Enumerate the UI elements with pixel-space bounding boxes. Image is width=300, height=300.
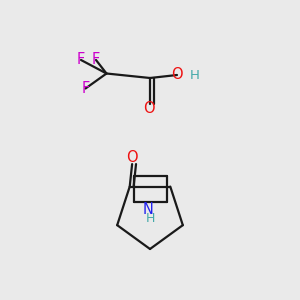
Text: H: H xyxy=(145,212,155,225)
Text: H: H xyxy=(190,69,200,82)
Text: F: F xyxy=(92,52,100,68)
Text: O: O xyxy=(171,67,183,82)
Text: O: O xyxy=(143,101,154,116)
Text: N: N xyxy=(142,202,153,217)
Text: F: F xyxy=(77,52,85,68)
Text: F: F xyxy=(81,81,90,96)
Text: O: O xyxy=(126,150,138,165)
